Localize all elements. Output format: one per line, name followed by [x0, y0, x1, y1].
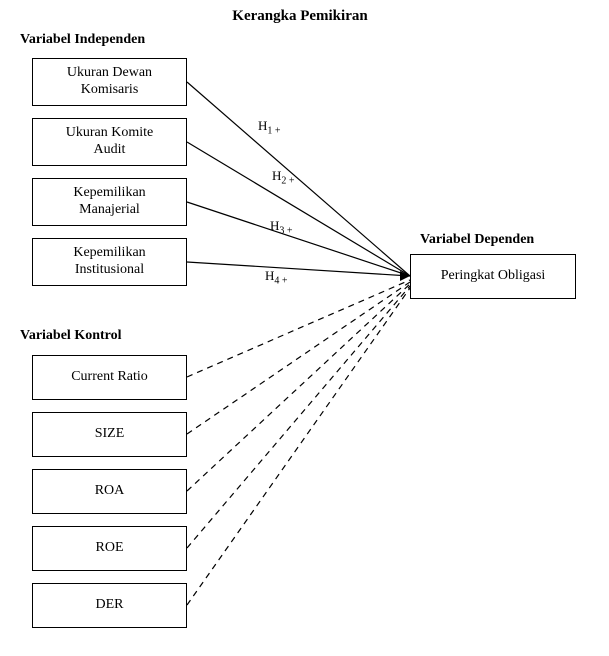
- connector-lines: [0, 0, 609, 656]
- solid-line: [187, 82, 410, 276]
- dashed-line: [187, 288, 410, 605]
- solid-line: [187, 262, 410, 276]
- dashed-line: [187, 286, 410, 548]
- dashed-line: [187, 282, 410, 434]
- solid-line: [187, 142, 410, 276]
- solid-line: [187, 202, 410, 276]
- dashed-line: [187, 284, 410, 491]
- dashed-line: [187, 280, 410, 377]
